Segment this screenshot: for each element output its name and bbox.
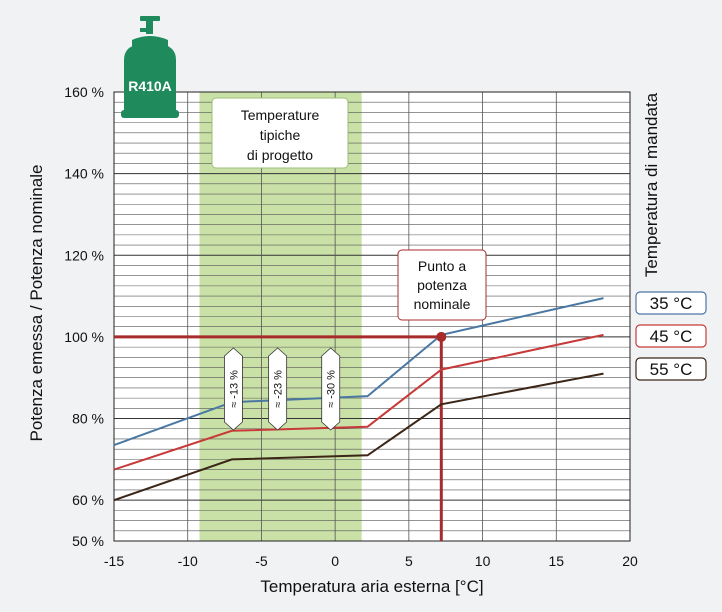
y-tick-label: 160 % bbox=[64, 84, 104, 100]
refrigerant-bottle-icon: R410A bbox=[121, 16, 179, 118]
reduction-tag-label: ≈ -23 % bbox=[273, 370, 285, 408]
nominal-note-line-1: Punto a bbox=[418, 258, 466, 274]
x-tick-label: -10 bbox=[178, 553, 198, 569]
legend-label: 55 °C bbox=[650, 360, 693, 379]
x-tick-label: 10 bbox=[475, 553, 491, 569]
nominal-point-note: Punto a potenza nominale bbox=[397, 249, 487, 321]
reduction-tag-2: ≈ -23 % bbox=[268, 347, 288, 431]
reduction-annotations: ≈ -13 % ≈ -23 % ≈ -30 % bbox=[224, 347, 341, 431]
legend-box bbox=[635, 291, 707, 315]
design-temperature-note: Temperature tipiche di progetto bbox=[211, 97, 349, 169]
design-note-line-2: tipiche bbox=[260, 127, 301, 143]
x-tick-label: 20 bbox=[622, 553, 638, 569]
y-tick-label: 80 % bbox=[72, 411, 104, 427]
nominal-power-lines bbox=[114, 335, 443, 541]
y-tick-label: 60 % bbox=[72, 492, 104, 508]
reduction-tag-label: ≈ -30 % bbox=[326, 370, 338, 408]
design-note-box bbox=[211, 97, 349, 169]
x-tick-label: -15 bbox=[104, 553, 124, 569]
reduction-tag-shape bbox=[321, 347, 341, 431]
series-group bbox=[113, 297, 604, 502]
x-axis-title: Temperatura aria esterna [°C] bbox=[260, 577, 483, 596]
reduction-tag-1: ≈ -13 % bbox=[224, 347, 243, 431]
nominal-point-marker bbox=[436, 331, 447, 342]
refrigerant-label: R410A bbox=[128, 78, 172, 94]
reduction-tag-label: ≈ -13 % bbox=[228, 370, 240, 408]
y-axis-title: Potenza emessa / Potenza nominale bbox=[27, 165, 46, 442]
design-note-line-3: di progetto bbox=[247, 147, 313, 163]
x-tick-labels: -15 -10 -5 0 5 10 15 20 bbox=[104, 553, 638, 569]
series-line-2 bbox=[113, 333, 604, 471]
legend-item-1: 35 °C bbox=[635, 291, 707, 315]
legend-label: 35 °C bbox=[650, 294, 693, 313]
reduction-tag-shape bbox=[224, 347, 243, 431]
plot-frame bbox=[113, 91, 631, 542]
right-axis-title: Temperatura di mandata bbox=[642, 92, 661, 277]
design-note-line-1: Temperature bbox=[241, 107, 320, 123]
y-tick-label: 140 % bbox=[64, 166, 104, 182]
y-tick-label: 120 % bbox=[64, 247, 104, 263]
reduction-tag-shape bbox=[268, 347, 288, 431]
legend-item-3: 55 °C bbox=[635, 357, 707, 381]
x-tick-label: -5 bbox=[255, 553, 268, 569]
reduction-tag-3: ≈ -30 % bbox=[321, 347, 341, 431]
legend-label: 45 °C bbox=[650, 327, 693, 346]
nominal-note-line-2: potenza bbox=[417, 277, 467, 293]
x-tick-label: 0 bbox=[331, 553, 339, 569]
series-line-3 bbox=[113, 372, 604, 502]
legend-box bbox=[635, 357, 707, 381]
x-tick-label: 15 bbox=[548, 553, 564, 569]
legend: 35 °C 45 °C 55 °C bbox=[635, 291, 707, 381]
legend-item-2: 45 °C bbox=[635, 324, 707, 348]
x-tick-label: 5 bbox=[405, 553, 413, 569]
y-tick-label: 50 % bbox=[72, 533, 104, 549]
legend-box bbox=[635, 324, 707, 348]
nominal-note-box bbox=[397, 249, 487, 321]
nominal-note-line-3: nominale bbox=[414, 296, 471, 312]
y-tick-label: 100 % bbox=[64, 329, 104, 345]
y-tick-labels: 50 % 60 % 80 % 100 % 120 % 140 % 160 % bbox=[64, 84, 104, 549]
series-line-1 bbox=[113, 297, 604, 447]
